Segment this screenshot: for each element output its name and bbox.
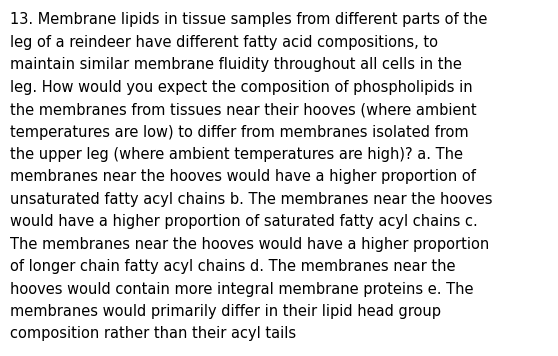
Text: 13. Membrane lipids in tissue samples from different parts of the: 13. Membrane lipids in tissue samples fr… — [10, 12, 488, 27]
Text: The membranes near the hooves would have a higher proportion: The membranes near the hooves would have… — [10, 237, 489, 252]
Text: hooves would contain more integral membrane proteins e. The: hooves would contain more integral membr… — [10, 282, 474, 297]
Text: the membranes from tissues near their hooves (where ambient: the membranes from tissues near their ho… — [10, 102, 477, 117]
Text: membranes near the hooves would have a higher proportion of: membranes near the hooves would have a h… — [10, 169, 476, 184]
Text: composition rather than their acyl tails: composition rather than their acyl tails — [10, 326, 296, 341]
Text: leg. How would you expect the composition of phospholipids in: leg. How would you expect the compositio… — [10, 80, 473, 95]
Text: maintain similar membrane fluidity throughout all cells in the: maintain similar membrane fluidity throu… — [10, 57, 462, 72]
Text: would have a higher proportion of saturated fatty acyl chains c.: would have a higher proportion of satura… — [10, 214, 478, 229]
Text: the upper leg (where ambient temperatures are high)? a. The: the upper leg (where ambient temperature… — [10, 147, 463, 162]
Text: temperatures are low) to differ from membranes isolated from: temperatures are low) to differ from mem… — [10, 125, 469, 140]
Text: of longer chain fatty acyl chains d. The membranes near the: of longer chain fatty acyl chains d. The… — [10, 259, 455, 274]
Text: membranes would primarily differ in their lipid head group: membranes would primarily differ in thei… — [10, 304, 441, 319]
Text: unsaturated fatty acyl chains b. The membranes near the hooves: unsaturated fatty acyl chains b. The mem… — [10, 192, 493, 207]
Text: leg of a reindeer have different fatty acid compositions, to: leg of a reindeer have different fatty a… — [10, 35, 438, 50]
